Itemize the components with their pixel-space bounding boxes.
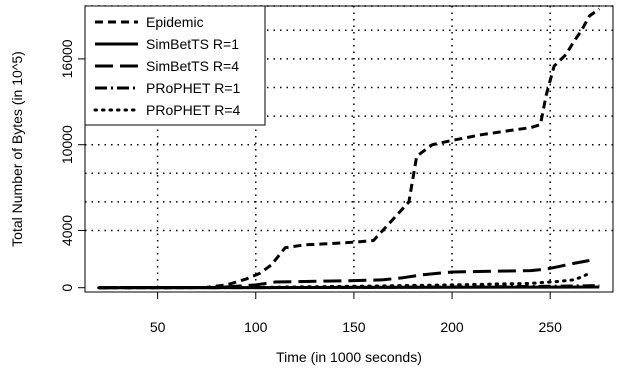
- axes: 50 100 150 200 250 0 4000 10000 16000: [59, 39, 562, 335]
- legend-label-3: PRoPHET R=1: [146, 80, 240, 96]
- y-tick-label-3: 16000: [59, 39, 75, 78]
- legend-label-1: SimBetTS R=1: [146, 36, 239, 52]
- legend-label-4: PRoPHET R=4: [146, 102, 240, 118]
- y-tick-label-1: 4000: [59, 215, 75, 246]
- y-tick-label-2: 10000: [59, 125, 75, 164]
- gridlines: [85, 5, 613, 292]
- x-tick-label-4: 250: [539, 319, 563, 335]
- y-axis-title: Total Number of Bytes (in 10^5): [9, 51, 25, 247]
- plot-frame: [84, 5, 614, 293]
- x-tick-label-1: 100: [244, 319, 268, 335]
- series-line-2: [98, 259, 590, 290]
- series-line-4: [97, 271, 591, 290]
- legend-label-2: SimBetTS R=4: [146, 58, 239, 74]
- x-tick-label-0: 50: [150, 319, 166, 335]
- series-line-0: [98, 7, 601, 290]
- legend-label-0: Epidemic: [146, 14, 204, 30]
- legend-box: [84, 5, 266, 126]
- series-lines: [97, 7, 601, 290]
- x-tick-label-3: 200: [440, 319, 464, 335]
- x-tick-label-2: 150: [342, 319, 366, 335]
- y-tick-label-0: 0: [59, 284, 75, 292]
- x-axis-title: Time (in 1000 seconds): [276, 349, 422, 365]
- legend: Epidemic SimBetTS R=1 SimBetTS R=4 PRoPHET …: [84, 5, 266, 126]
